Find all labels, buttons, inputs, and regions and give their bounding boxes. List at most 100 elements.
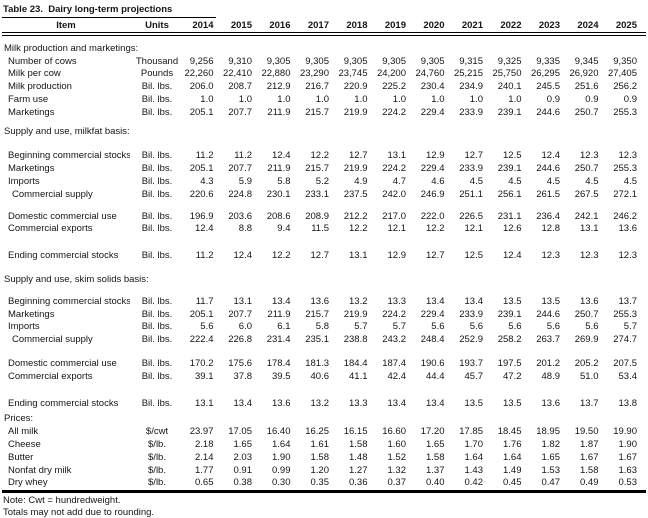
value-cell: 211.9	[267, 163, 291, 175]
value-cell: 190.6	[420, 358, 445, 370]
value-cell: 13.6	[310, 295, 330, 307]
table-header: Item Units 2014 2015 2016 2017 2018 2019 2020 2…	[2, 19, 646, 36]
value-cell: 229.4	[420, 308, 445, 320]
value-cell: 231.1	[497, 210, 522, 222]
row-units: Bil. lbs.	[141, 370, 173, 382]
value-cell: 53.4	[618, 370, 638, 382]
value-cell: 205.1	[189, 163, 214, 175]
value-cell: 201.2	[536, 358, 560, 370]
column-header-year: 2014	[192, 20, 214, 31]
value-cell: 11.7	[195, 295, 214, 307]
value-cell: 1.61	[310, 439, 330, 451]
spacer-row	[2, 346, 646, 357]
value-cell: 256.1	[497, 188, 522, 200]
value-cell: 1.58	[349, 439, 368, 451]
value-cell: 1.0	[354, 94, 368, 106]
row-units: Bil. lbs.	[141, 321, 173, 333]
value-cell: 237.5	[343, 188, 368, 200]
value-cell: 5.6	[508, 321, 522, 333]
value-cell: 222.0	[420, 210, 445, 222]
value-cell: 225.2	[382, 81, 406, 93]
value-cell: 45.7	[464, 370, 484, 382]
value-cell: 238.8	[343, 334, 368, 346]
value-cell: 1.0	[238, 94, 252, 106]
table-row: Butter $/lb. 2.14 2.03 1.90 1.58 1.48 1.52 1.58 1…	[2, 451, 646, 464]
value-cell: 230.1	[266, 188, 291, 200]
table-row: Farm use Bil. lbs. 1.0 1.0 1.0 1.0 1.0 1.0 1.0 1.…	[2, 93, 646, 106]
value-cell: 255.3	[613, 163, 637, 175]
value-cell: 206.0	[189, 81, 214, 93]
value-cell: 26,295	[530, 68, 560, 80]
table-title: Table 23. Dairy long-term projections	[2, 3, 216, 18]
value-cell: 12.3	[580, 250, 599, 262]
value-cell: 269.9	[574, 334, 599, 346]
table-row: Domestic commercial use Bil. lbs. 196.9 203…	[2, 210, 646, 223]
value-cell: 251.6	[574, 81, 599, 93]
value-cell: 9,325	[497, 55, 522, 67]
value-cell: 0.37	[387, 477, 407, 489]
value-cell: 12.3	[618, 150, 638, 162]
value-cell: 207.5	[613, 358, 637, 370]
table-row: Imports Bil. lbs. 4.3 5.9 5.8 5.2 4.9 4.7 4.6 4.5…	[2, 175, 646, 188]
value-cell: 1.82	[541, 439, 561, 451]
value-cell: 207.7	[228, 106, 252, 118]
value-cell: 274.7	[613, 334, 637, 346]
value-cell: 13.5	[503, 295, 522, 307]
table-row: Dry whey $/lb. 0.65 0.38 0.30 0.35 0.36 0.37 0.4…	[2, 477, 646, 490]
value-cell: 5.6	[585, 321, 599, 333]
spacer-row	[2, 201, 646, 210]
row-units: Bil. lbs.	[141, 188, 173, 200]
spacer-row	[2, 138, 646, 150]
value-cell: 1.67	[580, 451, 599, 463]
spacer-row	[2, 383, 646, 397]
value-cell: 12.1	[387, 223, 407, 235]
value-cell: 1.60	[387, 439, 407, 451]
value-cell: 22,410	[222, 68, 252, 80]
value-cell: 6.0	[238, 321, 252, 333]
value-cell: 0.47	[541, 477, 561, 489]
row-units: Bil. lbs.	[141, 176, 173, 188]
value-cell: 16.60	[382, 426, 406, 438]
value-cell: 205.2	[574, 358, 599, 370]
value-cell: 207.7	[228, 163, 252, 175]
value-cell: 187.4	[382, 358, 406, 370]
value-cell: 2.03	[233, 451, 253, 463]
value-cell: 13.4	[426, 397, 445, 409]
value-cell: 1.65	[541, 451, 561, 463]
value-cell: 9,305	[343, 55, 368, 67]
value-cell: 239.1	[497, 163, 522, 175]
value-cell: 13.5	[503, 397, 522, 409]
value-cell: 13.4	[464, 295, 484, 307]
value-cell: 1.0	[469, 94, 483, 106]
value-cell: 4.3	[200, 176, 214, 188]
value-cell: 12.7	[349, 150, 368, 162]
section-row: Supply and use, milkfat basis:	[2, 125, 646, 138]
value-cell: 9,315	[459, 55, 483, 67]
value-cell: 248.4	[420, 334, 445, 346]
value-cell: 13.6	[580, 295, 599, 307]
value-cell: 4.6	[431, 176, 445, 188]
value-cell: 258.2	[497, 334, 522, 346]
row-label: Marketings	[8, 106, 55, 118]
value-cell: 12.2	[310, 150, 330, 162]
value-cell: 1.64	[464, 451, 484, 463]
value-cell: 1.52	[387, 451, 407, 463]
value-cell: 0.99	[272, 464, 291, 476]
column-header-item: Item	[56, 20, 76, 31]
column-header-year: 2023	[538, 20, 560, 31]
value-cell: 216.7	[305, 81, 329, 93]
value-cell: 5.7	[623, 321, 637, 333]
value-cell: 244.6	[536, 308, 560, 320]
table-row: Cheese $/lb. 2.18 1.65 1.64 1.61 1.58 1.60 1.65 1…	[2, 438, 646, 451]
value-cell: 245.5	[536, 81, 560, 93]
projections-table: Item Units 2014 2015 2016 2017 2018 2019 2020 2…	[2, 19, 646, 489]
column-header-year: 2015	[230, 20, 252, 31]
value-cell: 250.7	[574, 163, 599, 175]
value-cell: 193.7	[459, 358, 483, 370]
row-units: Bil. lbs.	[141, 223, 173, 235]
value-cell: 220.6	[189, 188, 214, 200]
value-cell: 233.9	[459, 106, 483, 118]
value-cell: 13.3	[349, 397, 368, 409]
value-cell: 13.6	[272, 397, 291, 409]
row-units: Bil. lbs.	[141, 308, 173, 320]
